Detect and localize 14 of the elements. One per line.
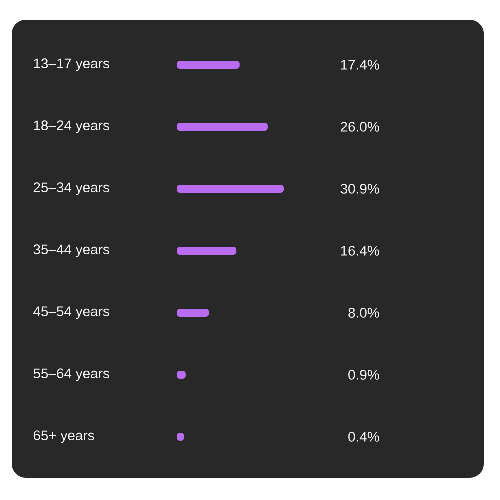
y-tick-label: 18–24 years — [34, 120, 110, 134]
y-tick-label: 45–54 years — [34, 306, 110, 320]
data-label: 16.4% — [341, 246, 380, 256]
data-label: 17.4% — [341, 60, 380, 70]
y-tick-label: 13–17 years — [34, 58, 110, 72]
data-label: 8.0% — [348, 308, 380, 318]
y-tick-label: 25–34 years — [34, 182, 110, 196]
data-label: 0.4% — [348, 432, 380, 442]
y-tick-label: 55–64 years — [34, 368, 110, 382]
y-tick-label: 65+ years — [34, 430, 94, 444]
data-label: 26.0% — [340, 122, 380, 132]
data-label: 0.9% — [348, 370, 380, 380]
y-tick-label: 35–44 years — [34, 244, 110, 258]
data-label: 30.9% — [340, 184, 380, 194]
